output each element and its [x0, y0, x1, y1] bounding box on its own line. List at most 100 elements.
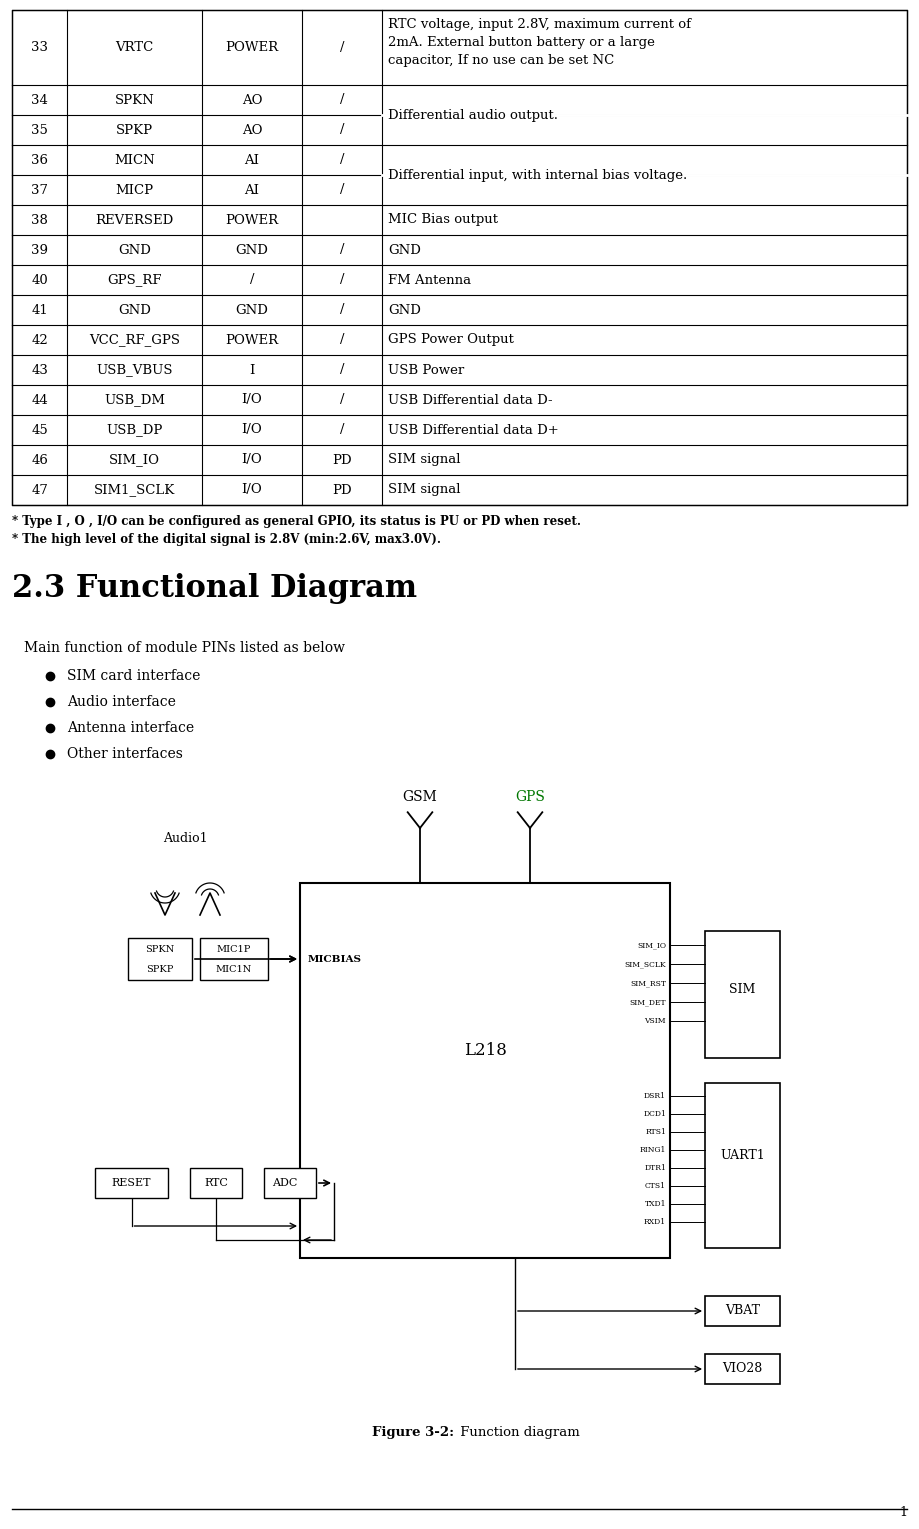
Text: 39: 39: [31, 243, 48, 257]
Text: RXD1: RXD1: [644, 1219, 666, 1226]
Text: Antenna interface: Antenna interface: [67, 722, 194, 735]
Text: /: /: [340, 243, 345, 257]
Text: SPKN: SPKN: [145, 945, 175, 954]
Text: VIO28: VIO28: [722, 1362, 763, 1376]
Text: /: /: [340, 41, 345, 54]
Text: /: /: [340, 424, 345, 436]
Text: SPKP: SPKP: [116, 124, 153, 136]
Text: /: /: [340, 183, 345, 197]
Text: SIM_IO: SIM_IO: [109, 454, 160, 466]
Text: GND: GND: [118, 303, 151, 317]
Bar: [705, 1355, 780, 1384]
Text: DSR1: DSR1: [644, 1092, 666, 1099]
Text: USB_DM: USB_DM: [104, 393, 165, 407]
Text: 40: 40: [31, 274, 48, 286]
Bar: [12, 11, 907, 505]
Text: GPS: GPS: [515, 790, 545, 804]
Text: Other interfaces: Other interfaces: [67, 748, 183, 761]
Text: RTC: RTC: [204, 1177, 228, 1188]
Text: GPS_RF: GPS_RF: [108, 274, 162, 286]
Text: /: /: [340, 303, 345, 317]
Text: Main function of module PINs listed as below: Main function of module PINs listed as b…: [24, 641, 345, 654]
Text: AO: AO: [242, 93, 262, 107]
Text: POWER: POWER: [225, 333, 278, 347]
Bar: [705, 931, 780, 1058]
Text: 41: 41: [31, 303, 48, 317]
Text: 46: 46: [31, 454, 48, 466]
Text: 2.3 Functional Diagram: 2.3 Functional Diagram: [12, 573, 417, 604]
Text: I/O: I/O: [242, 424, 263, 436]
Text: /: /: [340, 153, 345, 167]
Text: Differential audio output.: Differential audio output.: [388, 109, 558, 121]
Text: RTS1: RTS1: [645, 1128, 666, 1136]
Text: 43: 43: [31, 364, 48, 376]
Text: SIM signal: SIM signal: [388, 454, 460, 466]
Bar: [705, 1083, 780, 1248]
Text: /: /: [340, 393, 345, 407]
Text: POWER: POWER: [225, 41, 278, 54]
Text: 1: 1: [899, 1506, 907, 1518]
Text: PD: PD: [332, 483, 352, 497]
Text: GND: GND: [388, 243, 421, 257]
Text: * Type I , O , I/O can be configured as general GPIO, its status is PU or PD whe: * Type I , O , I/O can be configured as …: [12, 515, 581, 528]
Text: 44: 44: [31, 393, 48, 407]
Text: AO: AO: [242, 124, 262, 136]
Text: SIM signal: SIM signal: [388, 483, 460, 497]
Text: MIC Bias output: MIC Bias output: [388, 214, 498, 226]
Text: CTS1: CTS1: [645, 1182, 666, 1190]
Text: POWER: POWER: [225, 214, 278, 226]
Text: * The high level of the digital signal is 2.8V (min:2.6V, max3.0V).: * The high level of the digital signal i…: [12, 534, 441, 546]
Text: USB_VBUS: USB_VBUS: [96, 364, 173, 376]
Text: 45: 45: [31, 424, 48, 436]
Text: Function diagram: Function diagram: [457, 1427, 580, 1439]
Text: VBAT: VBAT: [725, 1304, 760, 1318]
Text: REVERSED: REVERSED: [96, 214, 174, 226]
Text: I/O: I/O: [242, 483, 263, 497]
Text: 33: 33: [31, 41, 48, 54]
Text: AI: AI: [244, 183, 259, 197]
Bar: [264, 1168, 316, 1199]
Text: VCC_RF_GPS: VCC_RF_GPS: [89, 333, 180, 347]
Text: I/O: I/O: [242, 454, 263, 466]
Text: SIM1_SCLK: SIM1_SCLK: [94, 483, 176, 497]
Text: PD: PD: [332, 454, 352, 466]
Bar: [705, 1297, 780, 1326]
Text: TXD1: TXD1: [644, 1200, 666, 1208]
Text: 37: 37: [31, 183, 48, 197]
Text: /: /: [340, 364, 345, 376]
Text: SIM card interface: SIM card interface: [67, 670, 200, 683]
Text: 34: 34: [31, 93, 48, 107]
Text: AI: AI: [244, 153, 259, 167]
Text: 35: 35: [31, 124, 48, 136]
Text: MICN: MICN: [114, 153, 155, 167]
Text: GPS Power Output: GPS Power Output: [388, 333, 514, 347]
Text: SPKN: SPKN: [115, 93, 154, 107]
Text: /: /: [340, 274, 345, 286]
Bar: [128, 937, 192, 980]
Text: USB_DP: USB_DP: [107, 424, 163, 436]
Text: RESET: RESET: [112, 1177, 152, 1188]
Text: /: /: [340, 93, 345, 107]
Text: RTC voltage, input 2.8V, maximum current of
2mA. External button battery or a la: RTC voltage, input 2.8V, maximum current…: [388, 18, 691, 67]
Text: MICP: MICP: [116, 183, 153, 197]
Text: FM Antenna: FM Antenna: [388, 274, 471, 286]
Text: Differential input, with internal bias voltage.: Differential input, with internal bias v…: [388, 168, 687, 182]
Text: 42: 42: [31, 333, 48, 347]
Text: SIM_RST: SIM_RST: [630, 979, 666, 988]
Text: VSIM: VSIM: [644, 1017, 666, 1024]
Text: MIC1N: MIC1N: [216, 965, 252, 974]
Text: /: /: [340, 124, 345, 136]
Text: MICBIAS: MICBIAS: [308, 954, 362, 963]
Text: RING1: RING1: [640, 1147, 666, 1154]
Text: USB Power: USB Power: [388, 364, 464, 376]
Text: VRTC: VRTC: [116, 41, 153, 54]
Text: GND: GND: [235, 243, 268, 257]
Text: GND: GND: [118, 243, 151, 257]
Bar: [190, 1168, 242, 1199]
Text: 38: 38: [31, 214, 48, 226]
Text: UART1: UART1: [720, 1148, 765, 1162]
Text: I: I: [249, 364, 255, 376]
Text: DCD1: DCD1: [643, 1110, 666, 1118]
Text: Audio1: Audio1: [163, 832, 208, 846]
Text: SPKP: SPKP: [146, 965, 174, 974]
